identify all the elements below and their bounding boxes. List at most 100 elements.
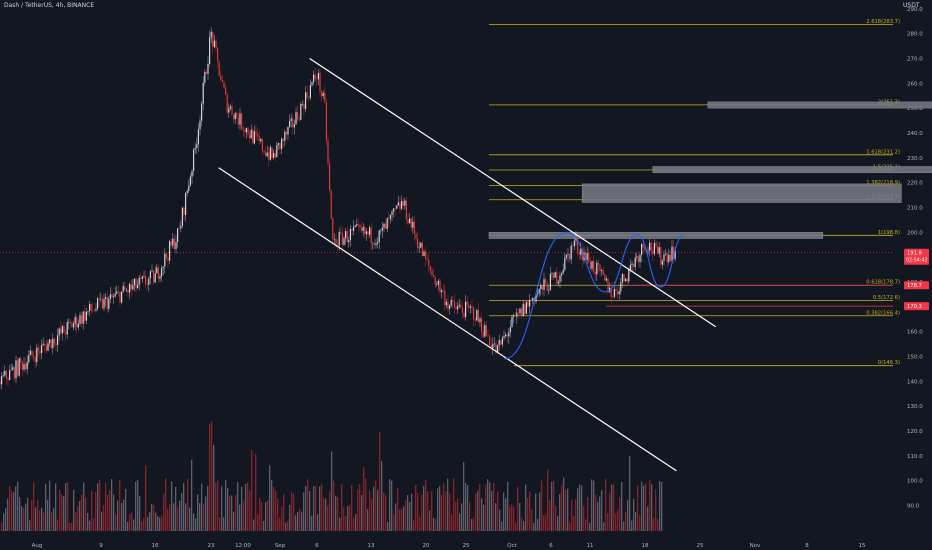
candle-body [9, 370, 11, 380]
candle-body [47, 343, 49, 351]
candle-body [415, 233, 417, 239]
volume-bar [91, 490, 93, 531]
candle-body [421, 242, 423, 257]
candle-body [25, 364, 27, 370]
volume-bar [9, 486, 11, 531]
volume-bar [271, 479, 273, 531]
volume-bar [487, 479, 489, 531]
candle-body [90, 304, 92, 311]
volume-bar [497, 491, 499, 531]
volume-bar [377, 489, 379, 531]
candle-body [447, 301, 449, 309]
fib-level-label: 0.5(172.6) [873, 295, 900, 301]
candle-body [249, 134, 251, 139]
candle-body [602, 269, 604, 275]
candle-body [381, 227, 383, 231]
candle-body [450, 300, 452, 306]
volume-bar [319, 486, 321, 531]
candle-body [495, 343, 497, 353]
volume-bar [351, 485, 353, 531]
volume-bar [615, 513, 617, 531]
volume-bar [141, 521, 143, 531]
volume-bar [155, 512, 157, 531]
volume-bar [507, 481, 509, 531]
volume-bar [423, 485, 425, 531]
volume-bar [257, 514, 259, 531]
candle-body [207, 64, 209, 74]
candle-body [185, 192, 187, 216]
volume-bar [543, 515, 545, 531]
candle-body [41, 345, 43, 353]
volume-bar [283, 494, 285, 531]
candle-body [383, 223, 385, 228]
volume-bar [485, 484, 487, 531]
candle-body [274, 152, 276, 158]
y-tick-label: 260.0 [907, 81, 923, 87]
candle-body [226, 94, 228, 113]
volume-bar [439, 485, 441, 531]
candle-body [665, 253, 667, 255]
volume-bar [315, 485, 317, 531]
candle-body [225, 87, 227, 95]
volume-bar [239, 504, 241, 531]
x-tick-label: Nov [750, 543, 761, 549]
volume-bar [483, 504, 485, 531]
candle-body [519, 308, 521, 314]
candle-body [199, 120, 201, 130]
candle-body [629, 264, 631, 270]
volume-bar [291, 492, 293, 531]
volume-bar [449, 493, 451, 531]
fib-level-label: 1.382(218.9) [866, 180, 900, 186]
candle-body [0, 381, 1, 385]
volume-bar [641, 481, 643, 531]
volume-bar [443, 482, 445, 531]
candle-body [65, 332, 67, 335]
candle-body [441, 290, 443, 293]
volume-bar [631, 520, 633, 531]
candle-body [58, 328, 60, 336]
candle-body [466, 301, 468, 305]
volume-bar [491, 490, 493, 531]
volume-bar [637, 485, 639, 531]
candle-body [581, 249, 583, 261]
candle-body [95, 308, 97, 311]
candle-body [517, 312, 519, 314]
candle-body [295, 112, 297, 125]
candle-body [620, 282, 622, 292]
volume-bar [343, 507, 345, 531]
candle-body [557, 281, 559, 284]
candle-body [388, 218, 390, 219]
volume-bar [651, 484, 653, 531]
volume-bar [555, 505, 557, 531]
volume-bar [269, 465, 271, 531]
candle-body [289, 120, 291, 127]
candle-body [437, 280, 439, 285]
candle-body [674, 250, 676, 259]
volume-bar [199, 503, 201, 531]
volume-bar [515, 522, 517, 531]
volume-bar [365, 478, 367, 531]
candle-body [433, 274, 435, 277]
candle-body [461, 307, 463, 313]
volume-bar [51, 511, 53, 531]
candle-body [477, 310, 479, 323]
candle-body [594, 271, 596, 275]
fib-level-label: 2.618(283.7) [866, 19, 900, 25]
volume-bar [255, 453, 257, 531]
candle-body [541, 285, 543, 290]
candle-body [237, 117, 239, 125]
volume-bar [521, 516, 523, 531]
x-tick-label: Oct [507, 543, 517, 549]
candle-body [514, 315, 516, 317]
volume-bar [87, 512, 89, 531]
candle-body [117, 291, 119, 293]
volume-bar [213, 445, 215, 531]
volume-bar [397, 487, 399, 531]
candle-body [143, 276, 145, 277]
candle-body [161, 268, 163, 277]
volume-bar [157, 516, 159, 531]
candle-body [484, 325, 486, 337]
volume-bar [261, 501, 263, 531]
volume-bar [519, 503, 521, 531]
